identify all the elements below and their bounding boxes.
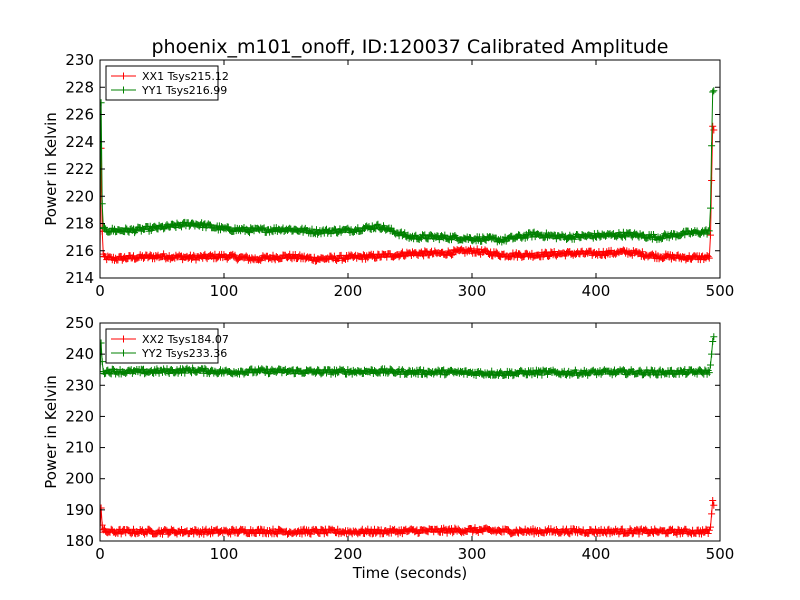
x-tick-label: 400 — [582, 282, 611, 300]
x-tick-label: 300 — [458, 545, 487, 563]
y-tick-label: 250 — [65, 314, 94, 332]
y-tick-label: 210 — [65, 439, 94, 457]
x-tick-label: 100 — [210, 282, 239, 300]
x-tick-label: 200 — [334, 545, 363, 563]
series-markers — [100, 497, 718, 538]
panel-top: 0 100 200 300 400 500 214 216 218 220 222 224 226 228… — [42, 51, 734, 300]
series-markers — [100, 87, 718, 246]
y-tick-label: 180 — [65, 532, 94, 550]
figure-title: phoenix_m101_onoff, ID:120037 Calibrated… — [151, 36, 668, 58]
legend-box — [105, 328, 219, 364]
y-tick-label: 224 — [65, 133, 94, 151]
legend-entry-label: XX1 Tsys215.12 — [142, 70, 229, 83]
x-tick-label: 500 — [706, 545, 735, 563]
plot-frame — [99, 322, 721, 542]
y-tick-label: 226 — [65, 106, 94, 124]
y-tick-label: 218 — [65, 215, 94, 233]
y-tick-label: 230 — [65, 51, 94, 69]
y-tick-label: 220 — [65, 407, 94, 425]
legend-entry-label: YY2 Tsys233.36 — [141, 347, 227, 360]
series-markers — [100, 333, 718, 380]
x-tick-label: 0 — [95, 545, 105, 563]
data-layer — [100, 87, 718, 265]
y-axis-label: Power in Kelvin — [42, 375, 60, 489]
legend-entry-label: YY1 Tsys216.99 — [141, 84, 227, 97]
y-tick-label: 230 — [65, 376, 94, 394]
x-axis-label: Time (seconds) — [352, 564, 468, 582]
data-layer — [100, 333, 718, 538]
series-markers — [100, 122, 718, 265]
legend-box — [105, 65, 219, 101]
y-tick-label: 200 — [65, 470, 94, 488]
legend-swatch-marker — [120, 349, 127, 357]
legend-entry-label: XX2 Tsys184.07 — [142, 333, 229, 346]
x-tick-label: 0 — [95, 282, 105, 300]
y-tick-label: 240 — [65, 345, 94, 363]
x-tick-label: 100 — [210, 545, 239, 563]
y-tick-label: 190 — [65, 501, 94, 519]
y-tick-label: 222 — [65, 160, 94, 178]
x-tick-label: 200 — [334, 282, 363, 300]
y-tick-label: 220 — [65, 187, 94, 205]
legend-swatch-marker — [120, 72, 127, 80]
x-tick-label: 300 — [458, 282, 487, 300]
y-tick-label: 228 — [65, 78, 94, 96]
x-tick-label: 500 — [706, 282, 735, 300]
legend-swatch-marker — [120, 335, 127, 343]
panel-bottom: 0 100 200 300 400 500 180 190 200 210 220 230 240 250… — [42, 314, 734, 582]
legend-swatch-marker — [120, 86, 127, 94]
y-tick-label: 214 — [65, 269, 94, 287]
x-tick-label: 400 — [582, 545, 611, 563]
y-tick-label: 216 — [65, 242, 94, 260]
y-axis-label: Power in Kelvin — [42, 112, 60, 226]
